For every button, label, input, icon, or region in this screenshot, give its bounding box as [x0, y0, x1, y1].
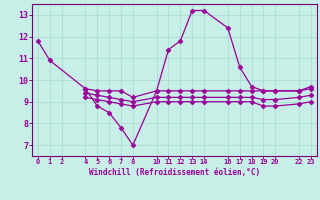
X-axis label: Windchill (Refroidissement éolien,°C): Windchill (Refroidissement éolien,°C)	[89, 168, 260, 177]
